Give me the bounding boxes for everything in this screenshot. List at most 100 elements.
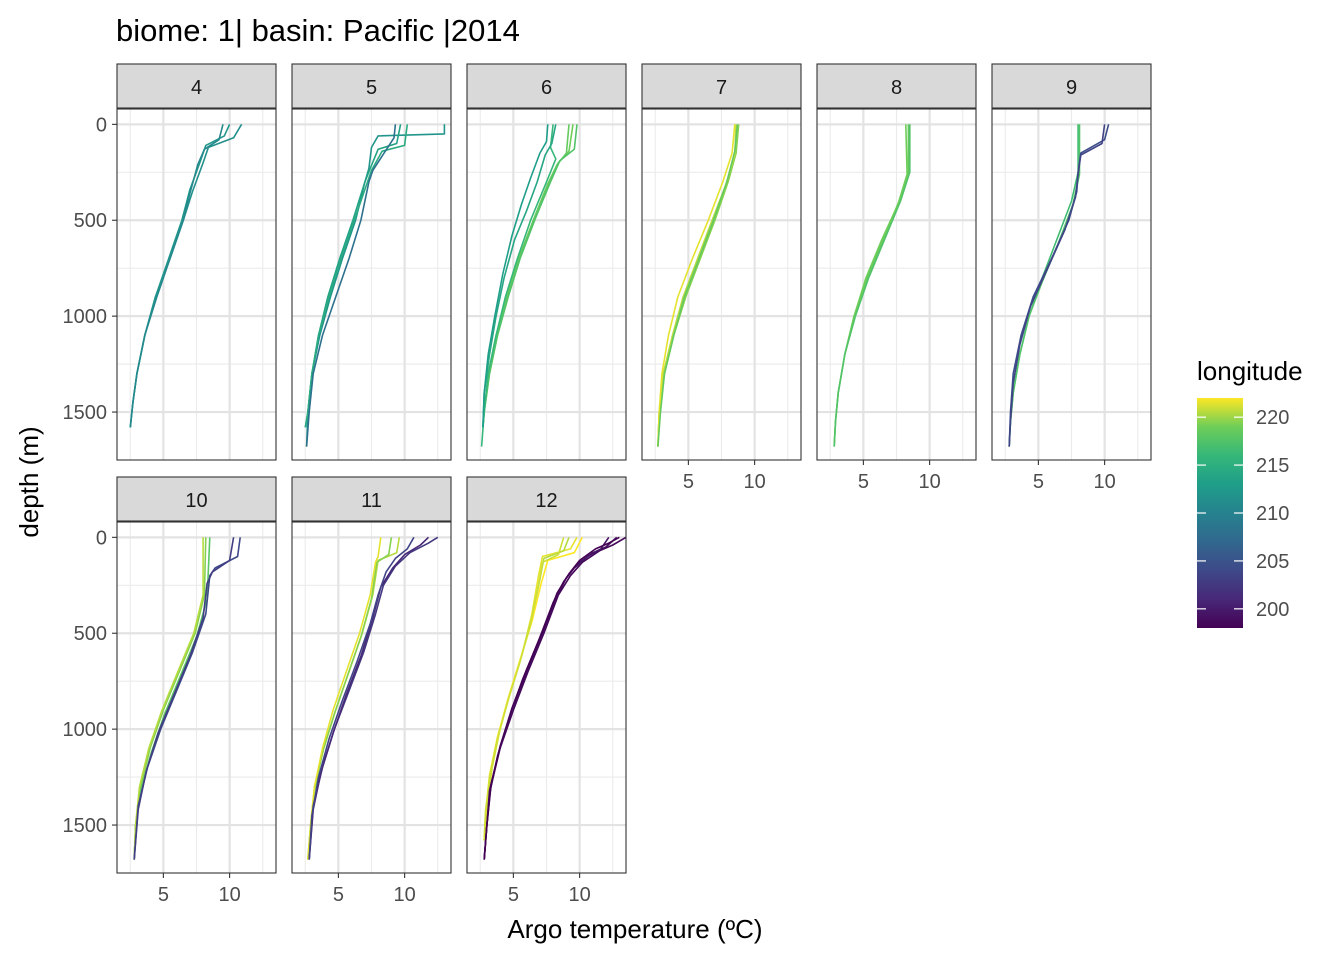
facet-strip-label: 6 bbox=[541, 77, 552, 99]
panel-series bbox=[483, 536, 626, 860]
panel-grid bbox=[992, 109, 1151, 460]
panel-border bbox=[816, 108, 977, 461]
x-tick-label: 5 bbox=[683, 471, 694, 493]
panel-series bbox=[129, 123, 243, 428]
facet-strip-label: 7 bbox=[716, 77, 727, 99]
panel-border bbox=[466, 108, 627, 461]
profile-line bbox=[129, 124, 224, 428]
facet-panel-8: 8 5 10 bbox=[816, 63, 977, 493]
profile-line bbox=[483, 537, 565, 841]
profile-line bbox=[133, 537, 204, 860]
facet-panel-4: 4 0 500 1000 1500 bbox=[63, 63, 277, 461]
facet-strip bbox=[291, 63, 452, 109]
panel-series bbox=[307, 536, 439, 860]
facet-strip-label: 10 bbox=[185, 490, 207, 512]
panel-grid bbox=[467, 109, 626, 460]
x-tick-label: 10 bbox=[394, 884, 416, 906]
x-tick-label: 5 bbox=[858, 471, 869, 493]
panel-series bbox=[833, 124, 911, 447]
legend: longitude 220 215 210 205 200 bbox=[1197, 356, 1303, 628]
y-tick-label: 1000 bbox=[63, 306, 108, 328]
x-tick-label: 10 bbox=[1094, 471, 1116, 493]
x-tick-label: 5 bbox=[508, 884, 519, 906]
facet-strip bbox=[116, 476, 277, 522]
facet-panel-11: 11 5 10 bbox=[291, 476, 452, 906]
y-tick-label: 500 bbox=[74, 210, 107, 232]
x-tick-label: 5 bbox=[333, 884, 344, 906]
y-tick-label: 0 bbox=[96, 527, 107, 549]
facet-strip bbox=[466, 476, 627, 522]
facet-panel-6: 6 bbox=[466, 63, 627, 461]
legend-label: 200 bbox=[1256, 599, 1289, 621]
x-tick-label: 10 bbox=[744, 471, 766, 493]
facet-strip bbox=[466, 63, 627, 109]
facet-strip-label: 11 bbox=[361, 490, 382, 512]
profile-line bbox=[133, 537, 235, 860]
facet-strip bbox=[291, 476, 452, 522]
legend-label: 220 bbox=[1256, 407, 1289, 429]
facet-strip-label: 5 bbox=[366, 77, 377, 99]
facet-panel-7: 7 5 10 bbox=[641, 63, 802, 493]
y-tick-label: 500 bbox=[74, 623, 107, 645]
x-tick-label: 10 bbox=[219, 884, 241, 906]
x-tick-label: 5 bbox=[158, 884, 169, 906]
panel-border bbox=[116, 521, 277, 874]
profile-line bbox=[305, 124, 397, 447]
profile-line bbox=[480, 124, 557, 447]
facet-strip bbox=[816, 63, 977, 109]
legend-title: longitude bbox=[1197, 356, 1303, 386]
y-tick-label: 0 bbox=[96, 114, 107, 136]
legend-label: 215 bbox=[1256, 455, 1289, 477]
y-tick-label: 1500 bbox=[63, 815, 108, 837]
x-tick-label: 5 bbox=[1033, 471, 1044, 493]
y-axis-title: depth (m) bbox=[14, 426, 44, 537]
facet-panel-12: 12 5 10 bbox=[466, 476, 627, 906]
profile-line bbox=[833, 124, 911, 447]
panel-border bbox=[291, 108, 452, 461]
panel-series bbox=[657, 124, 740, 447]
profile-line bbox=[482, 124, 549, 428]
panel-series bbox=[1008, 124, 1110, 447]
legend-label: 210 bbox=[1256, 503, 1289, 525]
facet-panels: 4 0 500 1000 1500 5 6 7 5 10 8 5 10 9 5 10 10 0 500 1000 150… bbox=[63, 63, 1152, 906]
panel-series bbox=[304, 124, 446, 447]
y-tick-label: 1000 bbox=[63, 719, 108, 741]
panel-border bbox=[641, 108, 802, 461]
x-axis-title: Argo temperature (ºC) bbox=[507, 914, 762, 944]
panel-grid bbox=[117, 109, 276, 460]
facet-strip-label: 12 bbox=[535, 490, 557, 512]
profile-line bbox=[482, 124, 578, 428]
profile-line bbox=[307, 537, 382, 860]
profile-line bbox=[657, 124, 736, 447]
y-tick-label: 1500 bbox=[63, 402, 108, 424]
panel-border bbox=[116, 108, 277, 461]
profile-line bbox=[308, 536, 415, 860]
panel-grid bbox=[292, 109, 451, 460]
panel-grid bbox=[467, 522, 626, 873]
profile-line bbox=[482, 124, 557, 428]
legend-label: 205 bbox=[1256, 551, 1289, 573]
facet-strip-label: 4 bbox=[191, 77, 202, 99]
panel-border bbox=[991, 108, 1152, 461]
facet-panel-9: 9 5 10 bbox=[991, 63, 1152, 493]
profile-line bbox=[483, 536, 620, 860]
panel-border bbox=[466, 521, 627, 874]
panel-grid bbox=[117, 522, 276, 873]
panel-series bbox=[480, 124, 578, 447]
facet-panel-10: 10 0 500 1000 1500 5 10 bbox=[63, 476, 277, 906]
panel-grid bbox=[292, 522, 451, 873]
profile-line bbox=[308, 536, 430, 860]
panel-series bbox=[133, 537, 241, 860]
facet-strip-label: 8 bbox=[891, 77, 902, 99]
facet-strip bbox=[991, 63, 1152, 109]
facet-strip-label: 9 bbox=[1066, 77, 1077, 99]
facet-panel-5: 5 bbox=[291, 63, 452, 461]
profile-line bbox=[1008, 124, 1106, 447]
profile-line bbox=[657, 124, 739, 447]
chart-title: biome: 1| basin: Pacific |2014 bbox=[116, 13, 520, 48]
panel-border bbox=[291, 521, 452, 874]
x-tick-label: 10 bbox=[569, 884, 591, 906]
x-tick-label: 10 bbox=[919, 471, 941, 493]
